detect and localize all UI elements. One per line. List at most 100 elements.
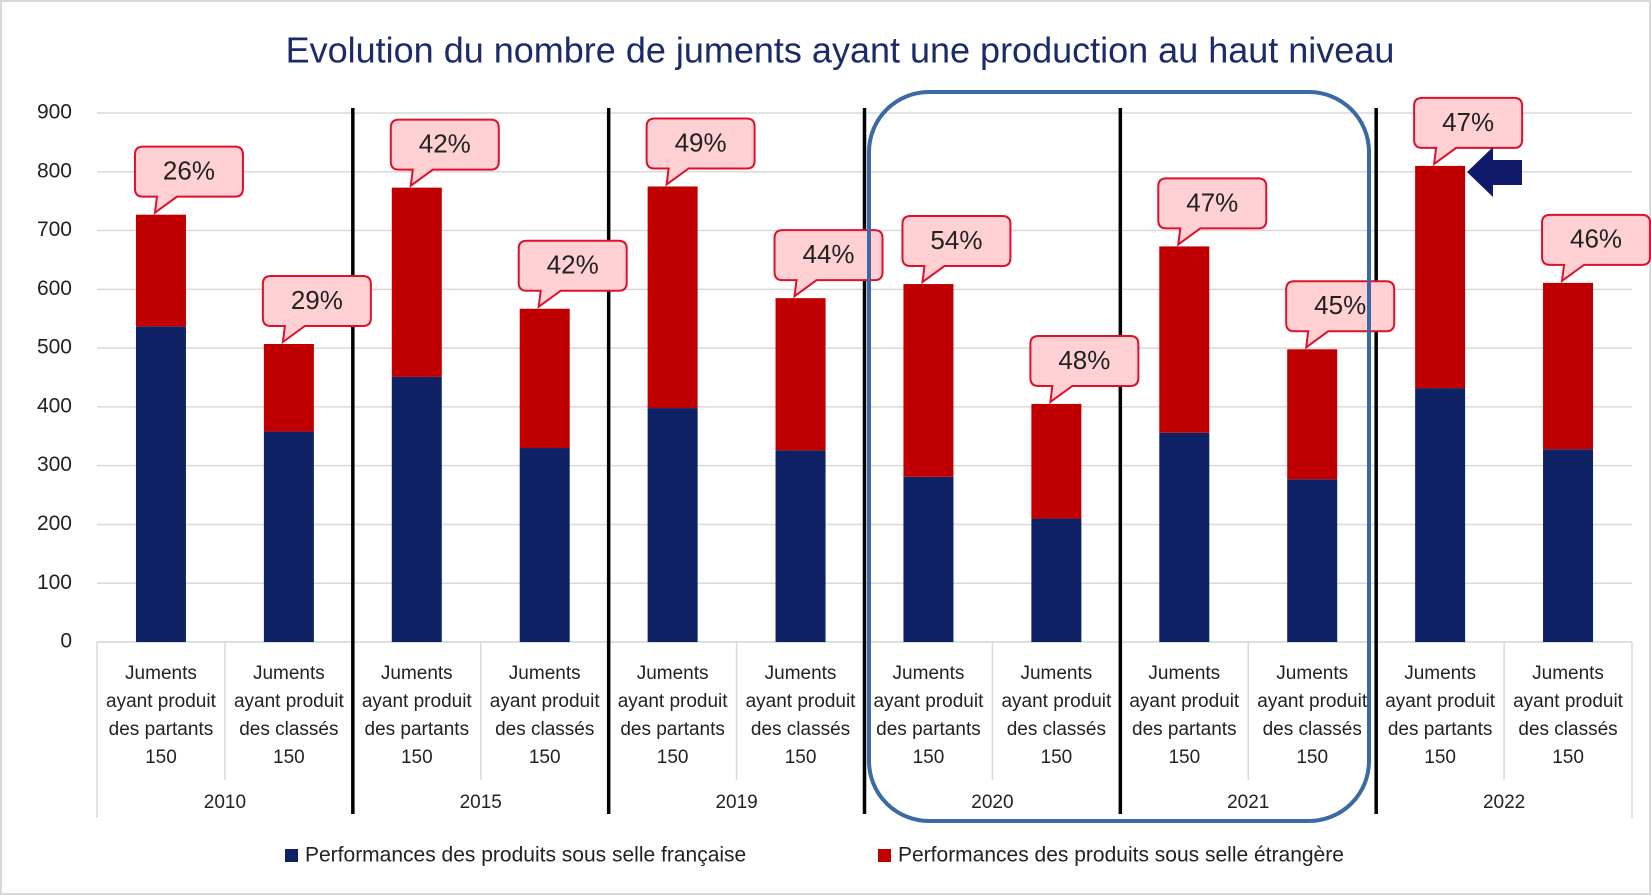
group-label: 2015 (460, 792, 502, 813)
legend-swatch (878, 849, 891, 862)
bar-segment (263, 431, 314, 642)
x-tick-label: Juments (125, 663, 197, 684)
callout-label: 49% (675, 127, 727, 157)
x-tick-label: 150 (1296, 747, 1328, 768)
bar-segment (263, 343, 314, 432)
x-tick-label: 150 (657, 747, 689, 768)
x-tick-label: 150 (1552, 747, 1584, 768)
callout-label: 26% (163, 156, 215, 186)
legend-label: Performances des produits sous selle étr… (898, 844, 1344, 867)
x-tick-label: 150 (1168, 747, 1200, 768)
highlight-box (867, 90, 1371, 823)
group-label: 2019 (715, 792, 757, 813)
x-tick-label: des partants (109, 719, 214, 740)
x-tick-label: des classés (1263, 719, 1362, 740)
callout-box (645, 117, 756, 187)
x-tick-label: Juments (1020, 663, 1092, 684)
x-tick-label: 150 (529, 747, 561, 768)
chart-title: Evolution du nombre de juments ayant une… (286, 30, 1395, 71)
x-tick-label: ayant produit (874, 691, 985, 712)
y-tick-label: 600 (37, 277, 72, 300)
group-label: 2022 (1483, 792, 1525, 813)
callout-label: 42% (547, 250, 599, 280)
bar-segment (1415, 165, 1466, 389)
callout-box (1029, 334, 1140, 405)
callout-label: 54% (930, 225, 982, 255)
x-tick-label: Juments (637, 663, 709, 684)
group-label: 2020 (971, 792, 1013, 813)
callout-label: 44% (803, 239, 855, 269)
y-tick-label: 300 (37, 453, 72, 476)
x-tick-label: Juments (1404, 663, 1476, 684)
bar-segment (519, 448, 570, 642)
callout-box (1413, 96, 1524, 167)
x-tick-label: des partants (1132, 719, 1237, 740)
y-tick-label: 0 (60, 630, 72, 653)
bar-segment (1159, 432, 1210, 642)
x-tick-label: des classés (495, 719, 594, 740)
x-tick-label: ayant produit (746, 691, 857, 712)
callout-label: 46% (1570, 224, 1622, 254)
x-tick-label: des classés (1007, 719, 1106, 740)
x-tick-label: Juments (765, 663, 837, 684)
x-tick-label: des partants (876, 719, 981, 740)
x-tick-label: Juments (1148, 663, 1220, 684)
x-tick-label: 150 (1424, 747, 1456, 768)
bar-segment (1031, 403, 1082, 519)
callout-box (1157, 177, 1268, 247)
x-tick-label: Juments (1532, 663, 1604, 684)
bar-segment (391, 376, 442, 642)
bar-segment (1031, 518, 1082, 642)
x-tick-label: des partants (1388, 719, 1493, 740)
y-tick-label: 500 (37, 336, 72, 359)
bar-segment (135, 214, 186, 327)
bar-segment (1543, 449, 1594, 642)
bar-segment (647, 408, 698, 642)
x-tick-label: 150 (785, 747, 817, 768)
x-tick-label: 150 (1041, 747, 1073, 768)
x-tick-label: Juments (1276, 663, 1348, 684)
bar-segment (903, 476, 954, 642)
y-tick-label: 800 (37, 159, 72, 182)
x-tick-label: ayant produit (1001, 691, 1112, 712)
callout-box (133, 145, 244, 215)
callout-box (389, 118, 500, 188)
x-tick-label: Juments (893, 663, 965, 684)
x-tick-label: Juments (381, 663, 453, 684)
callout-label: 48% (1058, 345, 1110, 375)
x-tick-label: ayant produit (362, 691, 473, 712)
bar-segment (391, 187, 442, 377)
callout-box (901, 215, 1012, 285)
x-tick-label: ayant produit (1385, 691, 1496, 712)
bar-segment (519, 308, 570, 449)
y-tick-label: 200 (37, 512, 72, 535)
bar-segment (1287, 349, 1338, 480)
x-tick-label: ayant produit (490, 691, 601, 712)
x-tick-label: des partants (365, 719, 470, 740)
x-tick-label: 150 (273, 747, 305, 768)
x-tick-label: ayant produit (1513, 691, 1624, 712)
callout-label: 45% (1314, 290, 1366, 320)
y-tick-label: 700 (37, 218, 72, 241)
x-tick-label: des classés (239, 719, 338, 740)
x-tick-label: des classés (751, 719, 850, 740)
group-label: 2021 (1227, 792, 1269, 813)
x-tick-label: 150 (401, 747, 433, 768)
x-tick-label: ayant produit (234, 691, 345, 712)
bar-segment (1287, 479, 1338, 642)
x-tick-label: des classés (1518, 719, 1617, 740)
bar-segment (1543, 282, 1594, 450)
x-tick-label: Juments (509, 663, 581, 684)
callout-box (773, 229, 884, 299)
bar-segment (775, 298, 826, 451)
legend-label: Performances des produits sous selle fra… (305, 844, 746, 867)
callout-box (1541, 213, 1651, 284)
y-tick-label: 100 (37, 571, 72, 594)
callout-label: 47% (1442, 107, 1494, 137)
legend-swatch (285, 849, 298, 862)
arrow (1467, 147, 1522, 197)
x-tick-label: ayant produit (1129, 691, 1240, 712)
x-tick-label: ayant produit (1257, 691, 1368, 712)
bar-segment (903, 284, 954, 477)
